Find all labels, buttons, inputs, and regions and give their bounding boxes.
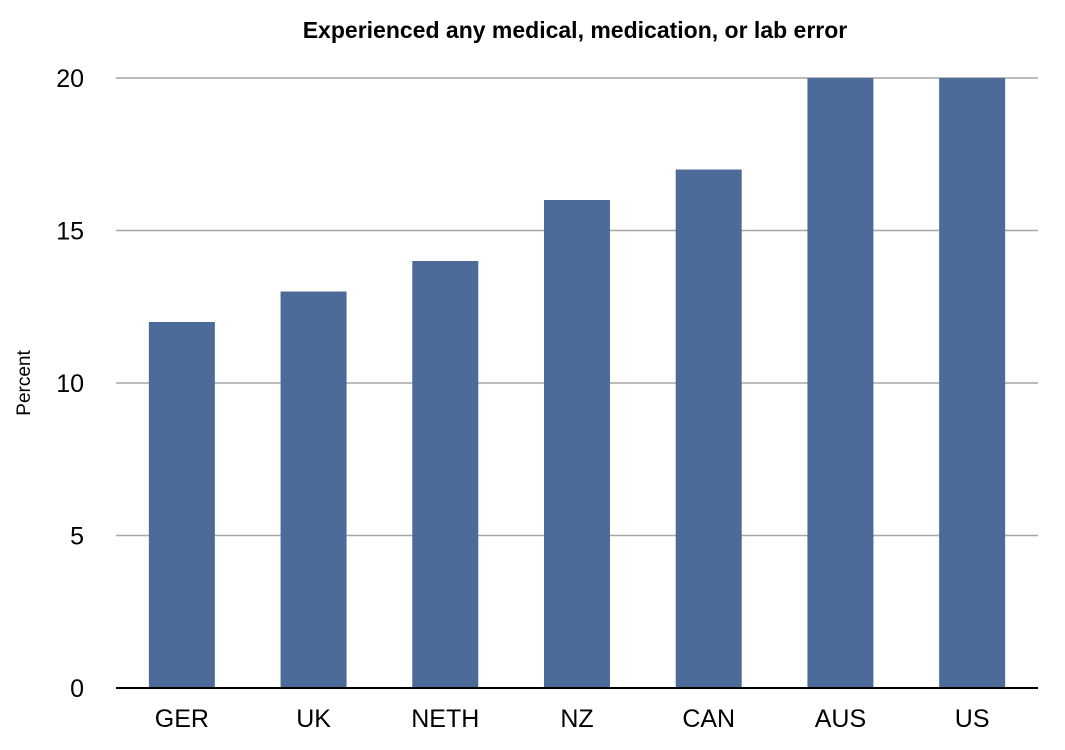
x-tick-label: CAN bbox=[682, 705, 735, 733]
x-tick-label: US bbox=[955, 705, 990, 733]
x-tick-label: AUS bbox=[815, 705, 866, 733]
bar-ger bbox=[148, 322, 215, 688]
bar-us bbox=[939, 78, 1006, 688]
bars bbox=[148, 78, 1006, 688]
y-tick-label: 15 bbox=[56, 218, 84, 246]
x-axis-ticks: GER UK NETH NZ CAN AUS US bbox=[155, 705, 990, 733]
x-tick-label: NETH bbox=[411, 705, 479, 733]
bar-uk bbox=[280, 291, 347, 688]
y-axis-label: Percent bbox=[14, 350, 35, 416]
x-tick-label: GER bbox=[155, 705, 209, 733]
y-axis-ticks: 0 5 10 15 20 bbox=[56, 65, 84, 703]
x-tick-label: UK bbox=[296, 705, 331, 733]
y-tick-label: 0 bbox=[70, 675, 84, 703]
chart-title: Experienced any medical, medication, or … bbox=[303, 17, 848, 43]
y-tick-label: 10 bbox=[56, 370, 84, 398]
bar-neth bbox=[412, 261, 479, 688]
bar-aus bbox=[807, 78, 874, 688]
bar-nz bbox=[544, 200, 610, 688]
y-tick-label: 20 bbox=[56, 65, 84, 93]
bar-can bbox=[675, 169, 742, 688]
x-tick-label: NZ bbox=[560, 705, 593, 733]
y-tick-label: 5 bbox=[70, 523, 84, 551]
